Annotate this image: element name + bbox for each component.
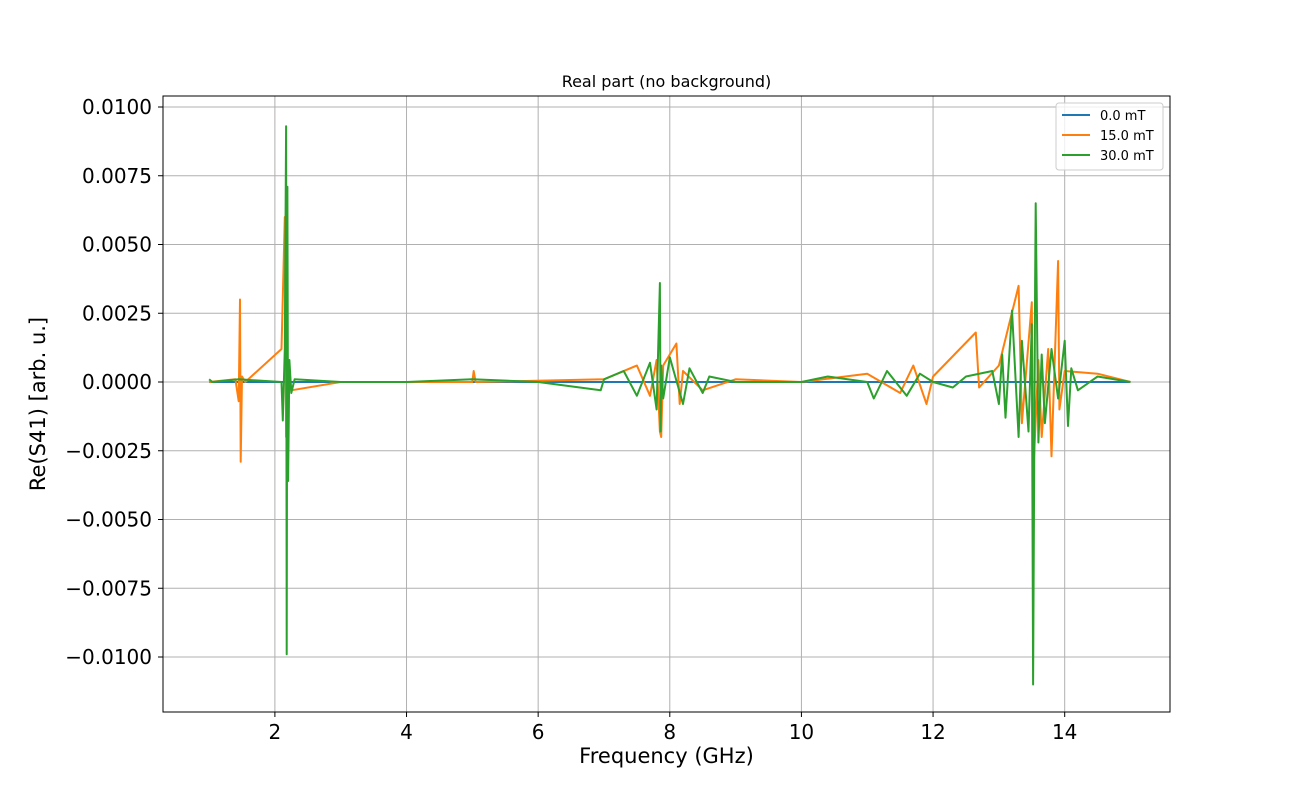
legend-label: 30.0 mT: [1100, 149, 1154, 164]
y-tick-label: 0.0075: [82, 164, 152, 188]
legend-label: 15.0 mT: [1100, 129, 1154, 144]
y-tick-label: −0.0050: [65, 508, 152, 532]
legend-box: [1055, 102, 1164, 171]
grid-lines: [163, 96, 1170, 712]
x-tick-label: 4: [400, 720, 413, 744]
y-tick-label: 0.0000: [82, 370, 152, 394]
y-tick-label: 0.0100: [82, 95, 152, 119]
axis-ticks: 2 4 6 8 10 12 14 −0.0100 −0.0075 −0.0050 −0.0025 0.…: [65, 95, 1077, 744]
chart-title: Real part (no background): [562, 72, 772, 91]
x-tick-label: 6: [532, 720, 545, 744]
x-tick-label: 8: [663, 720, 676, 744]
series-line-2: [208, 125, 1131, 686]
plot-frame: [162, 95, 1171, 713]
y-tick-label: 0.0025: [82, 301, 152, 325]
x-axis-label: Frequency (GHz): [579, 744, 754, 768]
x-tick-label: 10: [789, 720, 814, 744]
legend: 0.0 mT 15.0 mT 30.0 mT: [1055, 102, 1164, 171]
plot-area: [163, 96, 1170, 712]
y-tick-label: −0.0025: [65, 439, 152, 463]
y-axis-label: Re(S41) [arb. u.]: [26, 317, 50, 491]
y-tick-label: −0.0100: [65, 645, 152, 669]
x-tick-label: 14: [1052, 720, 1077, 744]
y-tick-label: 0.0050: [82, 233, 152, 257]
y-tick-label: −0.0075: [65, 576, 152, 600]
legend-label: 0.0 mT: [1100, 109, 1145, 124]
x-tick-label: 12: [920, 720, 945, 744]
x-tick-label: 2: [269, 720, 282, 744]
series-lines: [208, 125, 1131, 686]
